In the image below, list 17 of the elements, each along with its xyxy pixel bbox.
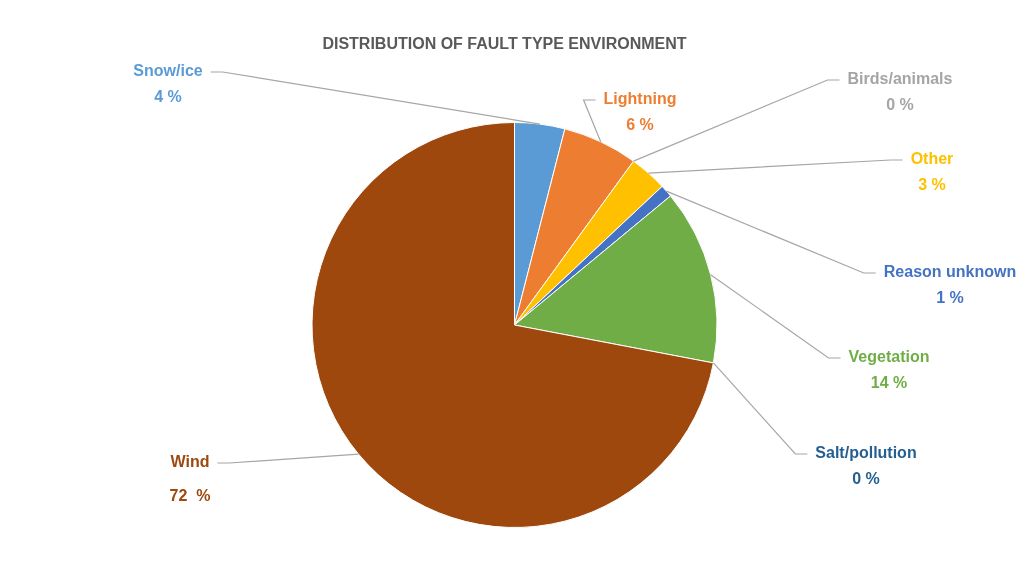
slice-label: Wind <box>170 453 210 471</box>
chart-title: DISTRIBUTION OF FAULT TYPE ENVIRONMENT <box>322 35 687 53</box>
slice-label: Reason unknown <box>883 263 1017 281</box>
slice-label: Other <box>910 150 954 168</box>
text: 0 % <box>852 470 880 488</box>
category-label: Salt/pollution <box>815 444 917 462</box>
slice-label: Lightning <box>603 90 677 108</box>
data-label: 72 % <box>169 487 211 505</box>
data-label: 14 % <box>870 374 908 392</box>
data-label: 4 % <box>154 88 182 106</box>
category-label: Birds/animals <box>847 70 953 88</box>
slice-label: Vegetation <box>848 348 930 366</box>
data-label: 3 % <box>918 176 946 194</box>
data-label: 6 % <box>626 116 654 134</box>
slice-label: Snow/ice <box>133 62 203 80</box>
text: 0 % <box>886 96 914 114</box>
data-label: 1 % <box>936 289 964 307</box>
